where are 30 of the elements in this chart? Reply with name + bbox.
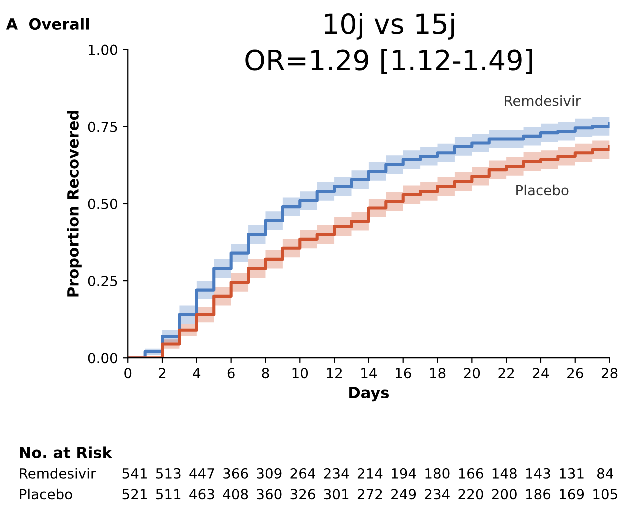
x-tick-label: 22 xyxy=(498,368,514,378)
chart-subtitle: OR=1.29 [1.12-1.49] xyxy=(246,49,532,74)
text: Remdesivir 541 513 447 366 309 264 234 214 194 180 166 148 143 131 84 xyxy=(20,468,614,479)
x-tick-label: 12 xyxy=(327,368,342,378)
x-tick-label: 2 xyxy=(159,368,166,378)
y-tick-label: 1.00 xyxy=(88,44,118,56)
x-tick-label: 28 xyxy=(602,368,618,379)
x-tick-label: 10 xyxy=(292,368,308,379)
y-tick-label: 0.25 xyxy=(88,276,118,287)
x-axis-title: Days xyxy=(350,387,390,402)
x-tick-label: 24 xyxy=(533,368,550,378)
y-axis-title: Proportion Recovered xyxy=(67,111,82,297)
x-tick-label: 14 xyxy=(362,368,378,378)
text: No. at Risk xyxy=(20,446,113,459)
y-tick-label: 0.75 xyxy=(88,122,118,132)
series-label: Remdesivir xyxy=(505,96,582,106)
x-tick-label: 26 xyxy=(568,368,584,379)
x-tick-label: 18 xyxy=(430,368,446,379)
x-tick-label: 8 xyxy=(262,368,270,379)
x-tick-label: 6 xyxy=(228,368,235,379)
x-tick-label: 0 xyxy=(124,368,132,379)
text: Placebo 521 511 463 408 360 326 301 272 249 234 220 200 186 169 105 xyxy=(20,488,618,500)
text: A Overall xyxy=(6,18,90,30)
x-tick-label: 4 xyxy=(193,368,201,378)
chart-title: 10j vs 15j xyxy=(325,12,454,40)
x-tick-label: 20 xyxy=(464,368,480,379)
x-tick-label: 16 xyxy=(396,368,412,379)
y-tick-label: 0.50 xyxy=(88,198,118,210)
series-label: Placebo xyxy=(516,184,569,196)
y-tick-label: 0.00 xyxy=(88,353,118,364)
